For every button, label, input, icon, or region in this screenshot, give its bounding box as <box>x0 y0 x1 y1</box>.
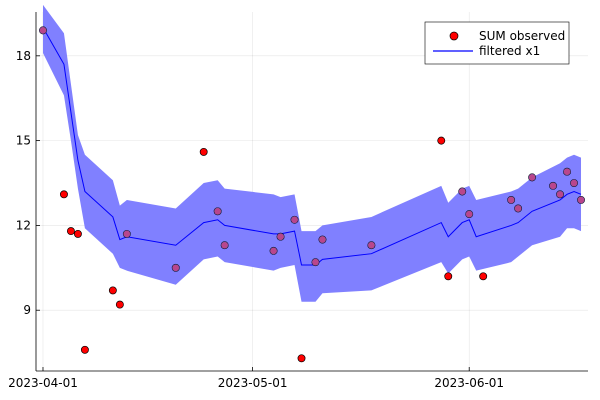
observed-point-band-overlay <box>507 196 515 204</box>
observed-point-band-overlay <box>556 190 564 198</box>
x-tick-label: 2023-05-01 <box>218 376 288 390</box>
observed-point-band-overlay <box>214 207 222 215</box>
axes: 2023-04-01 2023-05-01 2023-06-01 9 12 15 18 <box>8 12 588 390</box>
observed-point-band-overlay <box>221 241 229 249</box>
observed-point-band-overlay <box>290 216 299 224</box>
observed-point <box>444 272 453 281</box>
observed-point-band-overlay <box>465 210 473 218</box>
observed-point <box>115 300 124 309</box>
observed-point-band-overlay <box>514 204 522 213</box>
observed-point-band-overlay <box>276 233 285 241</box>
y-tick-label: 18 <box>16 49 31 63</box>
observed-points-layer <box>39 26 585 363</box>
filtered-line-layer <box>42 27 582 266</box>
confidence-band-layer <box>42 4 582 302</box>
y-tick-label: 9 <box>23 303 31 317</box>
observed-point-band-overlay <box>318 235 327 244</box>
observed-point-band-overlay <box>528 173 536 181</box>
observed-point <box>199 147 208 156</box>
observed-point <box>297 354 306 363</box>
observed-point-band-overlay <box>311 258 320 266</box>
legend-label-observed: SUM observed <box>479 29 565 43</box>
legend-box <box>424 21 570 65</box>
observed-point-band-overlay <box>458 187 466 196</box>
observed-point <box>66 227 75 236</box>
observed-point-band-overlay <box>39 26 47 34</box>
observed-point <box>73 229 82 238</box>
observed-point-band-overlay <box>577 196 585 204</box>
observed-point <box>479 272 488 281</box>
observed-point-band-overlay <box>570 179 578 187</box>
observed-point-band-overlay <box>367 241 375 249</box>
x-tick-label: 2023-06-01 <box>434 376 504 390</box>
gridlines <box>36 12 588 371</box>
y-tick-label: 12 <box>16 218 31 232</box>
observed-point-band-overlay <box>563 168 571 176</box>
y-tick-label: 15 <box>16 134 31 148</box>
x-tick-label: 2023-04-01 <box>8 376 78 390</box>
observed-point-band-overlay <box>269 247 278 255</box>
filtered-line <box>42 27 582 266</box>
legend: SUM observed filtered x1 <box>424 21 570 65</box>
observed-point <box>437 136 446 145</box>
confidence-band <box>42 4 582 302</box>
legend-marker-observed <box>449 31 459 41</box>
observed-point <box>80 345 89 354</box>
observed-point <box>59 190 68 199</box>
observed-point-band-overlay <box>123 230 131 238</box>
observed-point-band-overlay <box>549 182 557 190</box>
legend-label-filtered: filtered x1 <box>479 44 540 58</box>
observed-point-band-overlay <box>172 264 180 272</box>
observed-point <box>108 286 117 295</box>
